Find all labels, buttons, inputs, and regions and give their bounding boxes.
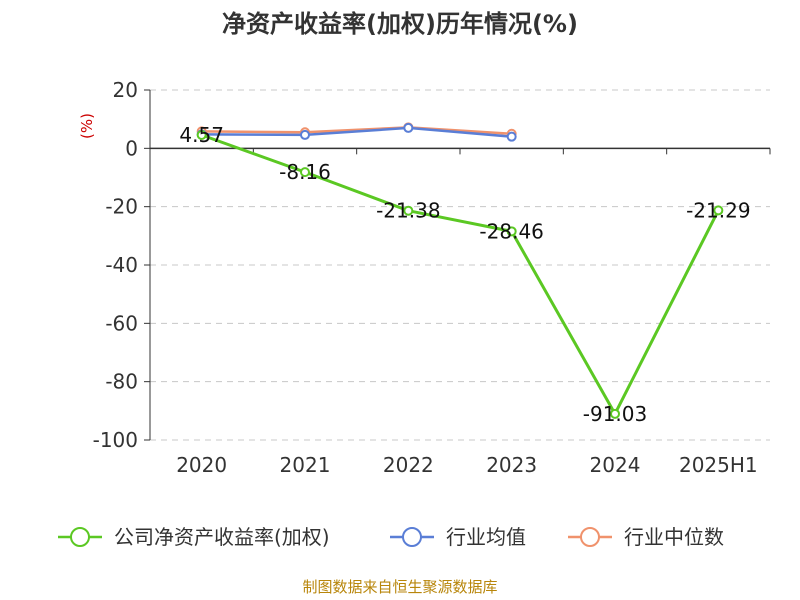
x-tick-label: 2024 — [590, 453, 641, 477]
legend-label: 公司净资产收益率(加权) — [114, 525, 330, 549]
legend-marker — [402, 527, 422, 547]
data-point — [506, 131, 517, 142]
y-tick-label: -20 — [105, 195, 138, 219]
data-label: 4.57 — [179, 123, 224, 147]
data-point — [610, 408, 620, 419]
x-tick-label: 2023 — [486, 453, 537, 477]
legend-label: 行业均值 — [446, 525, 526, 549]
legend: 公司净资产收益率(加权) 行业均值 行业中位数 — [58, 525, 724, 549]
data-point — [713, 205, 724, 216]
data-label: -8.16 — [279, 160, 331, 184]
series-line-2 — [201, 126, 512, 135]
data-point — [506, 226, 517, 237]
data-point — [196, 130, 207, 141]
series-line-1 — [201, 126, 512, 138]
data-label: -91.03 — [583, 402, 647, 426]
y-tick-label: -60 — [105, 311, 138, 335]
grid-lines — [150, 89, 770, 441]
chart-title: 净资产收益率(加权)历年情况(%) — [222, 10, 578, 38]
data-point — [403, 122, 414, 133]
series-group — [196, 122, 724, 419]
data-point — [300, 167, 310, 178]
data-labels: 4.57 -8.16 -21.38 -28.46 -91.03 -21.29 — [179, 123, 750, 426]
source-note: 制图数据来自恒生聚源数据库 — [302, 578, 497, 596]
x-tick-label: 2020 — [176, 453, 227, 477]
x-tick-label: 2025H1 — [679, 453, 758, 477]
y-tick-label: 0 — [125, 136, 138, 160]
data-label: -21.38 — [376, 199, 440, 223]
legend-marker — [70, 527, 90, 547]
x-tick-label: 2022 — [383, 453, 434, 477]
legend-label: 行业中位数 — [624, 525, 724, 549]
y-axis-unit: (%) — [78, 113, 96, 139]
legend-marker — [580, 527, 600, 547]
y-tick-label: -80 — [105, 370, 138, 394]
axes: 20 0 -20 -40 -60 -80 -100 2020 2021 2022 2023 2024 2… — [93, 78, 771, 477]
x-tick-label: 2021 — [280, 453, 331, 477]
series-line-0 — [201, 133, 720, 416]
y-tick-label: -100 — [93, 428, 138, 452]
data-label: -21.29 — [686, 198, 750, 222]
y-tick-label: -40 — [105, 253, 138, 277]
data-point — [403, 205, 414, 216]
y-tick-label: 20 — [113, 78, 138, 102]
data-point — [300, 129, 310, 140]
data-label: -28.46 — [479, 219, 543, 243]
